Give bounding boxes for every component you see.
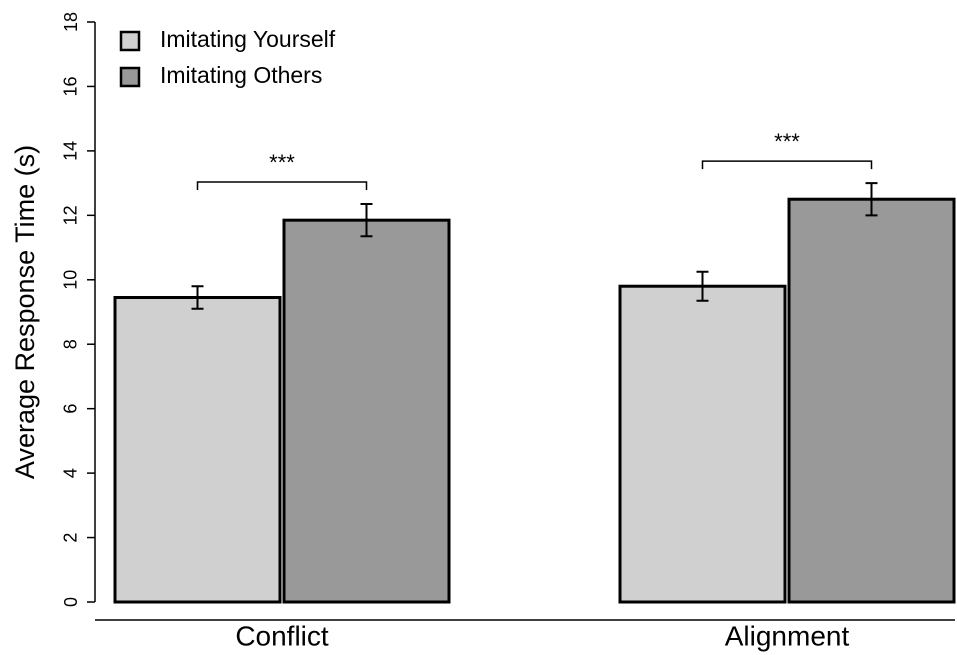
y-tick-label: 0 [61,597,81,607]
x-tick-label: Alignment [725,620,850,651]
error-bar [696,270,709,302]
y-tick-label: 12 [61,205,81,225]
bar [113,296,282,604]
y-tick-label: 4 [61,468,81,478]
error-bar [360,203,373,238]
y-axis-label: Average Response Time (s) [10,145,40,479]
y-tick-label: 16 [61,76,81,96]
significance-label: *** [269,150,295,175]
significance-bracket [196,181,368,191]
legend-label: Imitating Yourself [160,26,336,52]
y-tick-label: 6 [61,404,81,414]
legend-label: Imitating Others [160,62,322,88]
bar [282,218,451,604]
y-tick-label: 2 [61,533,81,543]
significance-bracket [701,160,873,170]
y-tick-label: 14 [61,141,81,161]
y-tick-label: 18 [61,12,81,32]
error-bar [191,285,204,310]
x-tick-label: Conflict [235,620,329,651]
legend-swatch [119,66,141,88]
y-tick-label: 10 [61,270,81,290]
error-bar [865,182,878,217]
bar [618,284,787,604]
significance-label: *** [774,129,800,154]
y-tick-label: 8 [61,339,81,349]
legend-swatch [119,30,141,52]
bar [787,197,956,604]
